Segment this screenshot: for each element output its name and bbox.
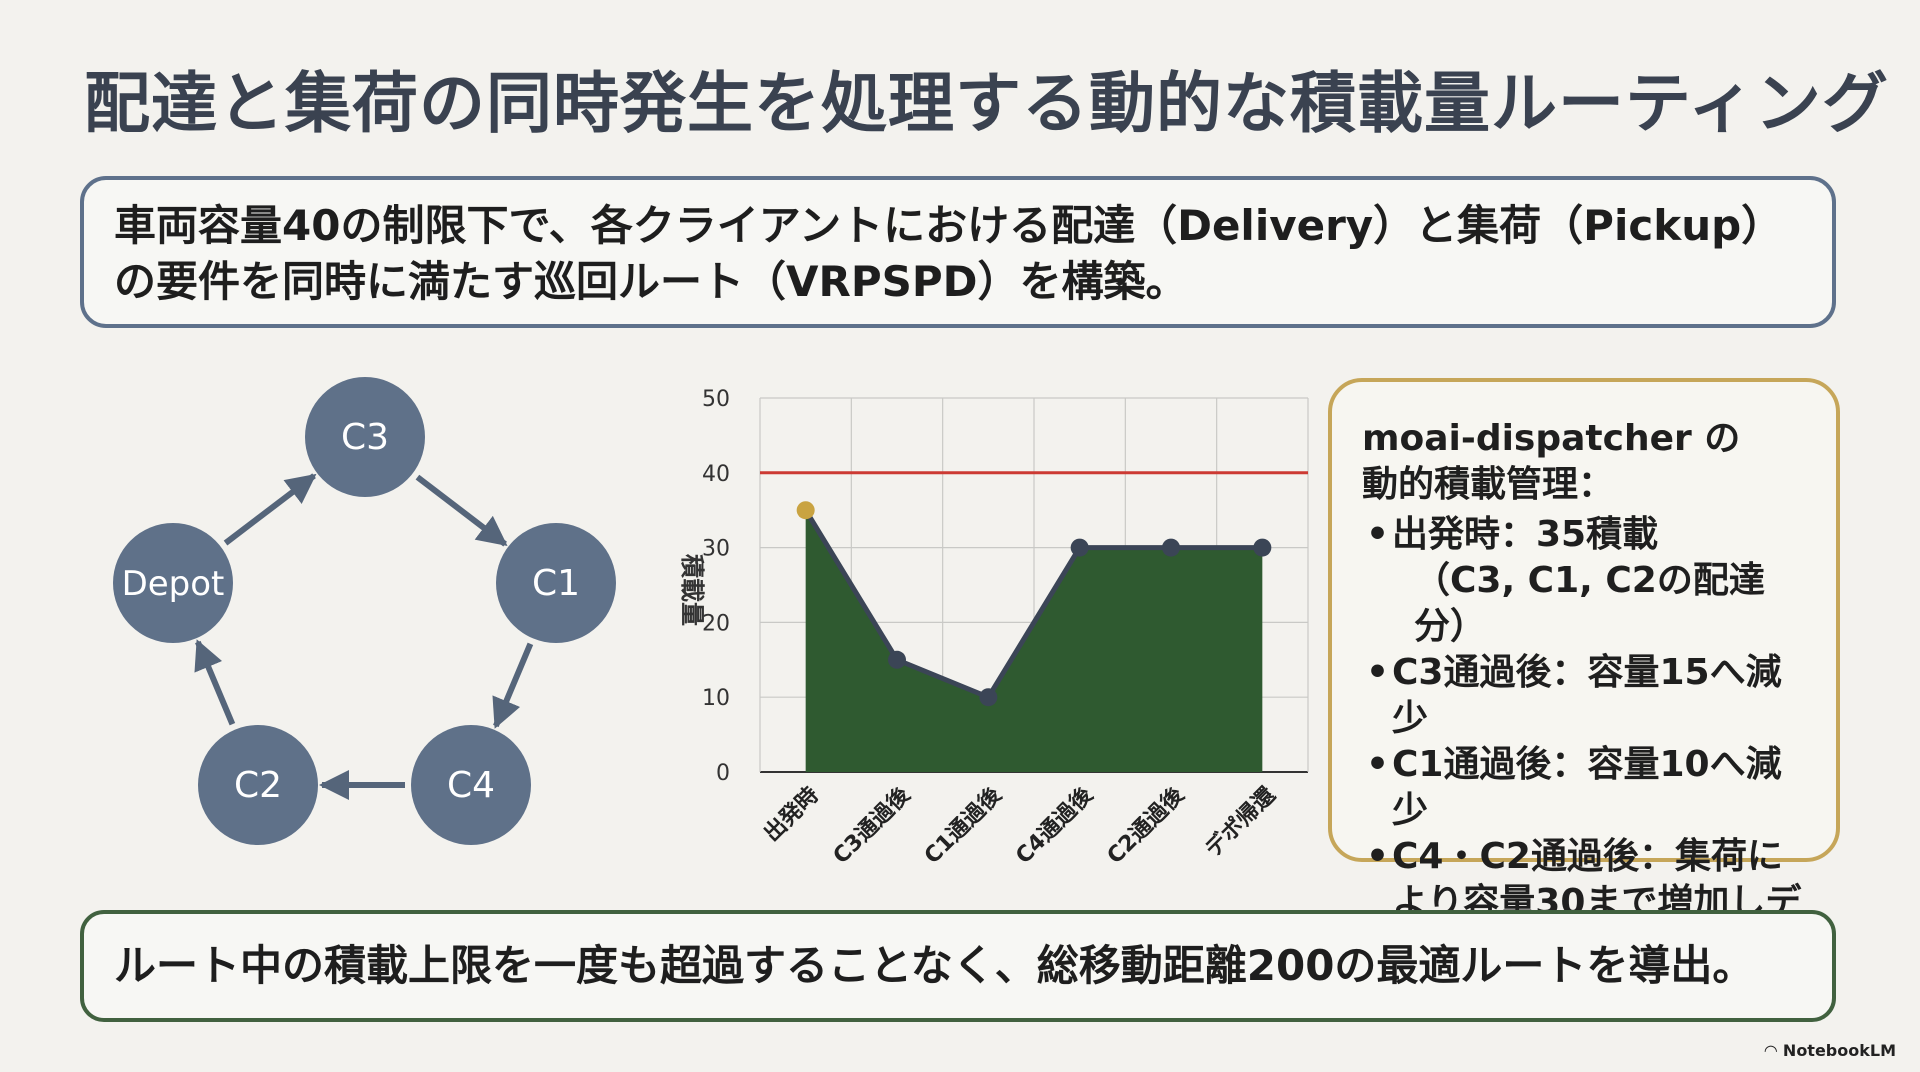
brand-label: NotebookLM	[1782, 1041, 1896, 1060]
data-point-4	[1162, 538, 1180, 557]
x-tick-label: C1通過後	[919, 781, 1007, 869]
note-heading-line-2: 動的積載管理：	[1362, 464, 1615, 505]
route-node-circle	[496, 523, 616, 643]
note-item-c3: C3通過後：容量15へ減少	[1362, 650, 1808, 742]
note-list: 出発時：35積載 （C3, C1, C2の配達分） C3通過後：容量15へ減少 …	[1362, 512, 1808, 972]
note-item-c1: C1通過後：容量10へ減少	[1362, 742, 1808, 834]
intro-line-2: の要件を同時に満たす巡回ルート（VRPSPD）を構築。	[114, 257, 1188, 306]
intro-box: 車両容量40の制限下で、各クライアントにおける配達（Delivery）と集荷（P…	[80, 176, 1836, 328]
route-node-c4: C4	[411, 725, 531, 845]
route-arrow-c2-to-depot	[194, 639, 236, 726]
x-tick-label: C2通過後	[1102, 781, 1190, 869]
data-point-0	[796, 501, 815, 520]
route-node-circle	[411, 725, 531, 845]
note-heading-line-1: moai-dispatcher の	[1362, 418, 1741, 459]
data-point-3	[1070, 538, 1089, 557]
y-tick-label: 0	[716, 761, 730, 786]
data-point-5	[1253, 538, 1272, 557]
summary-box: ルート中の積載上限を一度も超過することなく、総移動距離200の最適ルートを導出。	[80, 910, 1836, 1022]
x-tick-label: 出発時	[760, 783, 824, 847]
route-node-label: C3	[341, 417, 389, 458]
y-tick-label: 20	[702, 611, 730, 636]
load-area	[805, 510, 1263, 772]
route-arrow-c1-to-c4	[492, 642, 534, 729]
route-node-label: Depot	[122, 564, 225, 604]
note-heading: moai-dispatcher の 動的積載管理：	[1362, 416, 1808, 508]
route-node-depot: Depot	[113, 523, 233, 643]
x-tick-label: C3通過後	[828, 781, 916, 869]
notebooklm-logo: ◠ NotebookLM	[1765, 1041, 1896, 1060]
route-node-c2: C2	[198, 725, 318, 845]
y-tick-label: 30	[702, 537, 730, 562]
load-line	[803, 508, 1263, 700]
data-point-2	[979, 688, 998, 707]
dispatcher-note: moai-dispatcher の 動的積載管理： 出発時：35積載 （C3, …	[1328, 378, 1840, 969]
route-node-label: C2	[234, 765, 282, 806]
route-node-circle	[113, 523, 233, 643]
route-node-c1: C1	[496, 523, 616, 643]
route-node-c3: C3	[305, 377, 425, 497]
note-item-start-detail: （C3, C1, C2の配達分）	[1414, 560, 1765, 647]
y-tick-label: 50	[702, 387, 730, 412]
page-title: 配達と集荷の同時発生を処理する動的な積載量ルーティング	[84, 65, 1890, 142]
x-tick-label: C4通過後	[1011, 781, 1099, 869]
route-node-circle	[305, 377, 425, 497]
route-node-label: C4	[447, 765, 495, 806]
data-point-1	[888, 650, 906, 669]
y-tick-label: 10	[702, 686, 730, 711]
intro-line-1: 車両容量40の制限下で、各クライアントにおける配達（Delivery）と集荷（P…	[114, 201, 1784, 250]
route-node-circle	[198, 725, 318, 845]
route-arrow-c3-to-c1	[415, 474, 508, 547]
notebooklm-icon: ◠	[1764, 1041, 1777, 1060]
route-diagram: Depot C3 C1 C4 C2	[113, 377, 616, 845]
y-tick-label: 40	[702, 462, 730, 487]
y-axis-label: 積載量	[678, 554, 706, 626]
route-arrow-depot-to-c3	[223, 473, 317, 546]
x-tick-label: デポ帰還	[1200, 781, 1281, 862]
route-node-label: C1	[532, 563, 580, 604]
note-item-start: 出発時：35積載	[1362, 512, 1808, 558]
